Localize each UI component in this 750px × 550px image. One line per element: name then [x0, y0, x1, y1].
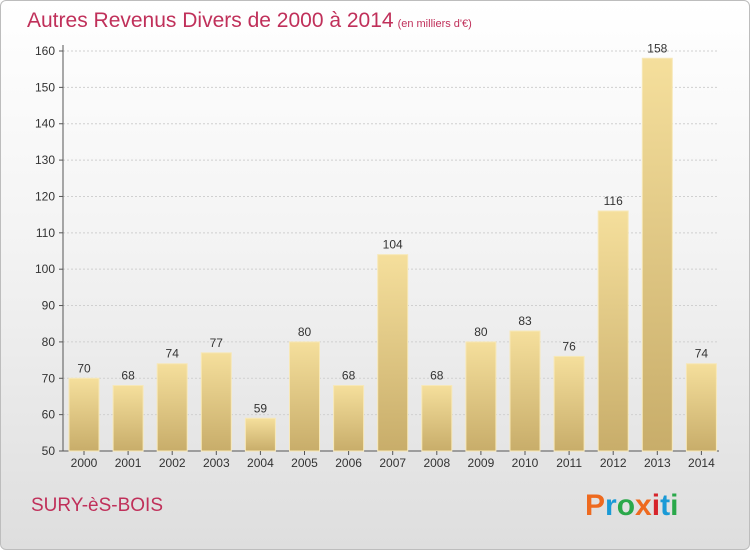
bar-value-label: 158 — [647, 41, 667, 55]
y-tick-label: 160 — [35, 44, 55, 58]
bar-value-label: 83 — [518, 314, 532, 328]
x-tick-label: 2007 — [379, 456, 406, 470]
chart-title-text: Autres Revenus Divers de 2000 à 2014 — [27, 9, 394, 32]
bar-value-label: 68 — [121, 369, 135, 383]
x-tick-label: 2010 — [512, 456, 539, 470]
logo-letter: P — [585, 489, 606, 522]
bar — [289, 341, 320, 452]
bar-value-label: 68 — [430, 369, 444, 383]
bar — [156, 363, 188, 452]
proxiti-logo: Proxiti — [585, 489, 678, 523]
chart-unit: (en milliers d'€) — [397, 18, 472, 30]
bar-value-label: 59 — [254, 401, 268, 415]
bar — [200, 352, 232, 452]
bar — [597, 210, 629, 452]
y-tick-label: 60 — [42, 408, 56, 422]
y-tick-label: 120 — [35, 189, 55, 203]
logo-letter: x — [635, 489, 652, 522]
bar — [421, 385, 453, 452]
bar — [641, 57, 673, 452]
bar — [465, 341, 497, 452]
logo-letter: i — [670, 489, 679, 522]
bar-value-label: 77 — [210, 336, 224, 350]
bar-value-label: 74 — [166, 347, 180, 361]
x-tick-label: 2001 — [115, 456, 142, 470]
x-tick-label: 2006 — [335, 456, 362, 470]
bar-value-label: 76 — [562, 339, 576, 353]
logo-letter: t — [660, 489, 671, 522]
bar-value-label: 80 — [298, 325, 312, 339]
x-tick-label: 2013 — [644, 456, 671, 470]
bar — [112, 385, 144, 452]
x-tick-label: 2012 — [600, 456, 627, 470]
x-tick-label: 2009 — [468, 456, 495, 470]
y-tick-label: 140 — [35, 117, 55, 131]
x-tick-label: 2011 — [556, 456, 582, 470]
logo-letter: i — [651, 489, 661, 522]
y-tick-label: 110 — [36, 226, 55, 240]
y-tick-label: 70 — [42, 371, 56, 385]
logo-letter: r — [605, 489, 617, 522]
x-tick-label: 2014 — [688, 456, 715, 470]
bar-value-label: 80 — [474, 325, 488, 339]
bar-value-label: 68 — [342, 369, 356, 383]
y-tick-label: 50 — [42, 444, 56, 458]
y-tick-label: 90 — [42, 299, 56, 313]
chart-title: Autres Revenus Divers de 2000 à 2014 (en … — [27, 9, 472, 33]
y-tick-label: 100 — [35, 262, 55, 276]
y-tick-label: 150 — [35, 80, 55, 94]
bar — [244, 417, 276, 452]
x-tick-label: 2004 — [247, 456, 274, 470]
bar-value-label: 104 — [383, 238, 403, 252]
bar — [509, 330, 541, 452]
y-tick-label: 80 — [42, 335, 56, 349]
commune-name: SURY-èS-BOIS — [31, 495, 163, 516]
x-tick-label: 2003 — [203, 456, 230, 470]
x-tick-label: 2005 — [291, 456, 318, 470]
bar — [685, 363, 717, 452]
bar — [553, 355, 585, 452]
logo-letter: o — [616, 489, 636, 522]
bar — [333, 385, 365, 452]
bar-value-label: 74 — [695, 347, 709, 361]
x-tick-label: 2002 — [159, 456, 186, 470]
x-tick-label: 2000 — [71, 456, 98, 470]
bar — [377, 254, 409, 452]
bar-value-label: 70 — [77, 361, 91, 375]
bar — [68, 377, 100, 452]
y-tick-label: 130 — [35, 153, 55, 167]
x-tick-label: 2008 — [423, 456, 450, 470]
bar-value-label: 116 — [604, 194, 623, 208]
